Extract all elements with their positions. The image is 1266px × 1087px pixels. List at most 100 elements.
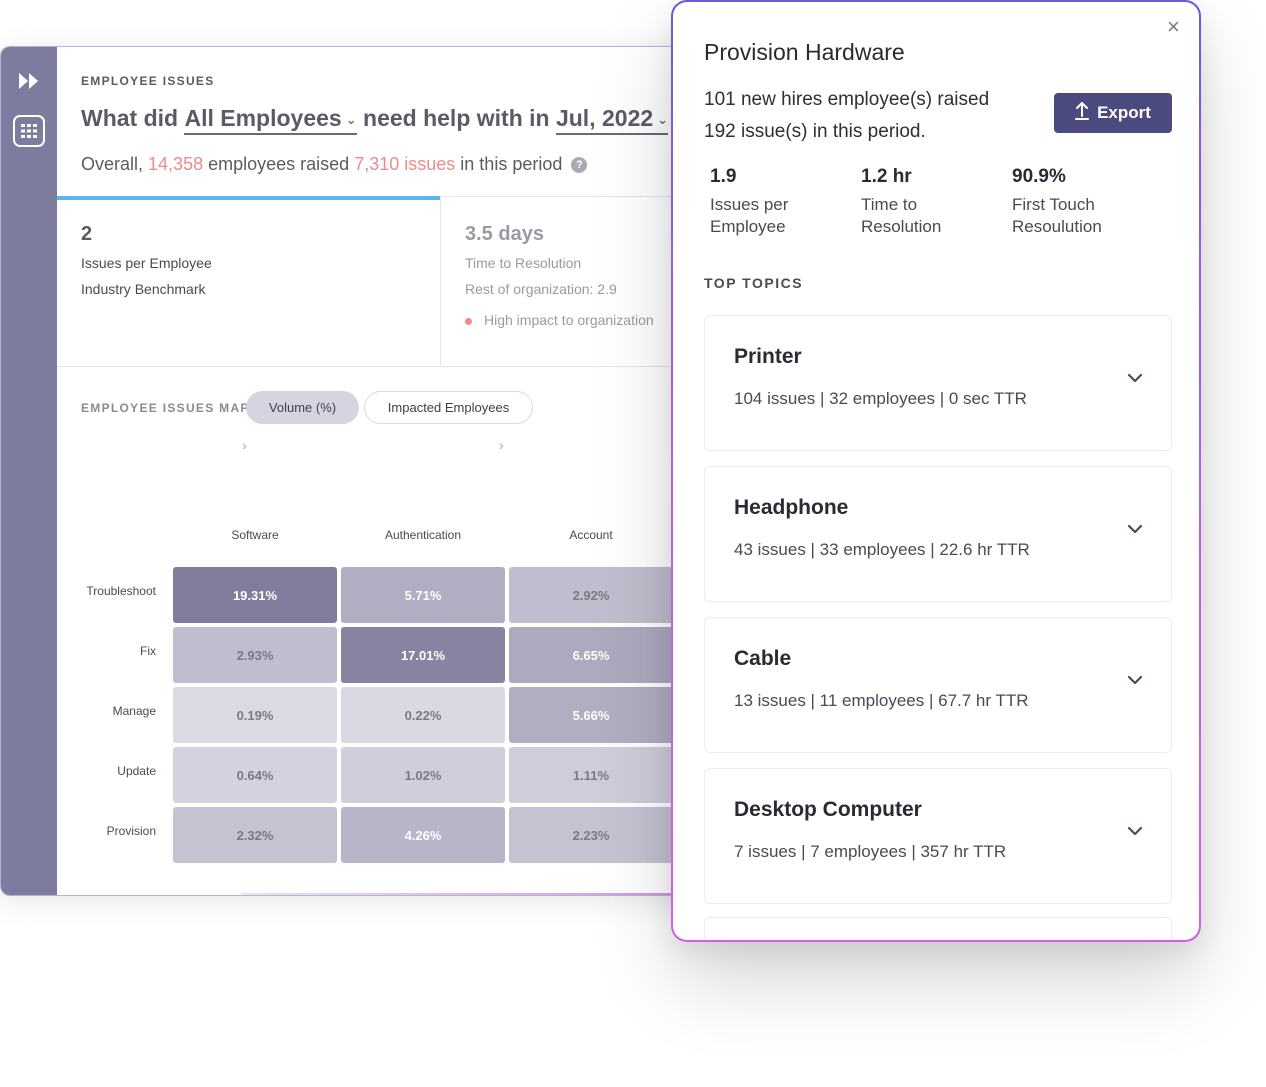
issue-count: 7,310 issues — [354, 154, 456, 174]
topic-meta: 43 issues | 33 employees | 22.6 hr TTR — [734, 540, 1030, 559]
topic-name: Desktop Computer — [734, 798, 922, 821]
topic-card-headphone[interactable]: Headphone 43 issues | 33 employees | 22.… — [704, 466, 1172, 602]
chevron-down-icon[interactable] — [1127, 823, 1143, 841]
heatmap-cell[interactable]: 1.02% — [341, 747, 505, 803]
map-eyebrow: EMPLOYEE ISSUES MAP — [81, 401, 250, 415]
topic-name: Cable — [734, 647, 792, 670]
metric-card-time-to-resolution[interactable]: 3.5 days Time to Resolution Rest of orga… — [441, 197, 699, 366]
stat-value: 1.9 — [710, 166, 737, 187]
topic-name: Headphone — [734, 496, 849, 519]
panel-summary: 101 new hires employee(s) raised 192 iss… — [704, 84, 1024, 148]
topic-card-desktop-computer[interactable]: Desktop Computer 7 issues | 7 employees … — [704, 768, 1172, 904]
chevron-down-icon[interactable] — [1127, 521, 1143, 539]
top-topics-eyebrow: TOP TOPICS — [704, 275, 804, 291]
left-rail — [1, 47, 57, 895]
heatmap-cell[interactable]: 6.65% — [509, 627, 673, 683]
headline-prefix: What did — [81, 105, 179, 131]
heatmap-cell[interactable]: 17.01% — [341, 627, 505, 683]
stat-label: Time to Resolution — [861, 194, 1011, 238]
period-value: Jul, 2022 — [555, 105, 654, 131]
heatmap-cell[interactable]: 2.93% — [173, 627, 337, 683]
heatmap-row-header: Update — [117, 764, 156, 778]
chevron-down-icon: ⌄ — [345, 111, 357, 127]
period-dropdown[interactable]: Jul, 2022 ⌄ — [555, 105, 669, 135]
stat-label-line: First Touch — [1012, 195, 1095, 214]
topic-card-partial[interactable] — [704, 917, 1172, 940]
toggle-volume[interactable]: Volume (%) — [246, 391, 359, 424]
impact-indicator: High impact to organization — [465, 312, 654, 328]
dashboard-main: EMPLOYEE ISSUES What did All Employees ⌄ … — [57, 47, 699, 895]
panel-title: Provision Hardware — [704, 39, 905, 65]
section-eyebrow: EMPLOYEE ISSUES — [81, 74, 215, 88]
heatmap-row-header: Manage — [112, 704, 156, 718]
heatmap-row-header: Provision — [106, 824, 156, 838]
stat-label-line: Resolution — [861, 217, 942, 236]
grid-icon[interactable] — [13, 115, 45, 147]
metrics-row: 2 Issues per Employee Industry Benchmark… — [57, 196, 699, 367]
metric-value: 2 — [81, 223, 93, 245]
heatmap-cell[interactable]: 5.66% — [509, 687, 673, 743]
chevron-down-icon[interactable] — [1127, 370, 1143, 388]
topic-meta: 104 issues | 32 employees | 0 sec TTR — [734, 389, 1027, 408]
heatmap-cell[interactable]: 0.19% — [173, 687, 337, 743]
topic-card-printer[interactable]: Printer 104 issues | 32 employees | 0 se… — [704, 315, 1172, 451]
chevron-right-icon[interactable]: › — [242, 437, 247, 453]
heatmap-cell[interactable]: 2.92% — [509, 567, 673, 623]
heatmap-column-header: Authentication — [384, 528, 462, 542]
stat-value: 90.9% — [1012, 166, 1066, 187]
employee-count: 14,358 — [148, 154, 204, 174]
close-icon[interactable]: × — [1167, 14, 1180, 39]
heatmap-row-header: Fix — [140, 644, 156, 658]
metric-label: Time to Resolution — [465, 255, 582, 271]
headline: What did All Employees ⌄ need help with i… — [81, 105, 689, 135]
topic-meta: 7 issues | 7 employees | 357 hr TTR — [734, 842, 1007, 861]
stat-label-line: Employee — [710, 217, 786, 236]
summary-line: 101 new hires employee(s) raised — [704, 89, 990, 110]
heatmap-cell[interactable]: 5.71% — [341, 567, 505, 623]
heatmap-cell[interactable]: 1.11% — [509, 747, 673, 803]
topic-card-cable[interactable]: Cable 13 issues | 11 employees | 67.7 hr… — [704, 617, 1172, 753]
export-button[interactable]: Export — [1054, 93, 1172, 133]
chevron-down-icon: ⌄ — [657, 111, 669, 127]
expand-icon[interactable] — [13, 65, 45, 97]
help-icon[interactable]: ? — [571, 157, 588, 174]
metric-value: 3.5 days — [465, 223, 544, 245]
heatmap-cell[interactable]: 2.23% — [509, 807, 673, 863]
heatmap-cell[interactable]: 0.22% — [341, 687, 505, 743]
topic-meta: 13 issues | 11 employees | 67.7 hr TTR — [734, 691, 1029, 710]
heatmap-cell[interactable]: 0.64% — [173, 747, 337, 803]
metric-card-issues-per-employee[interactable]: 2 Issues per Employee Industry Benchmark — [57, 196, 441, 366]
provision-hardware-panel: × Provision Hardware 101 new hires emplo… — [671, 0, 1201, 942]
metric-benchmark: Industry Benchmark — [81, 281, 206, 297]
topic-name: Printer — [734, 345, 802, 368]
stat-first-touch-resolution: 90.9% First Touch Resoulution — [1012, 166, 1162, 238]
employee-issues-dashboard: EMPLOYEE ISSUES What did All Employees ⌄ … — [0, 46, 700, 896]
stat-label-line: Time to — [861, 195, 918, 214]
overall-summary: Overall, 14,358 employees raised 7,310 i… — [81, 154, 588, 175]
impact-label: High impact to organization — [484, 312, 654, 328]
heatmap-column-header: Account — [569, 528, 613, 542]
metric-label: Issues per Employee — [81, 255, 212, 271]
overall-middle: employees raised — [208, 154, 350, 174]
heatmap-cell[interactable]: 19.31% — [173, 567, 337, 623]
toggle-impacted-employees[interactable]: Impacted Employees — [364, 391, 533, 424]
stat-value: 1.2 hr — [861, 166, 912, 187]
export-label: Export — [1097, 103, 1151, 122]
stat-issues-per-employee: 1.9 Issues per Employee — [710, 166, 860, 238]
chevron-down-icon[interactable] — [1127, 672, 1143, 690]
headline-middle: need help with in — [363, 105, 550, 131]
summary-line: 192 issue(s) in this period. — [704, 121, 926, 142]
heatmap-column-header: Software — [231, 528, 279, 542]
heatmap-cell[interactable]: 4.26% — [341, 807, 505, 863]
heatmap-cell[interactable]: 2.32% — [173, 807, 337, 863]
chevron-right-icon[interactable]: › — [499, 437, 504, 453]
stat-label: First Touch Resoulution — [1012, 194, 1162, 238]
stat-label: Issues per Employee — [710, 194, 860, 238]
upload-icon — [1075, 101, 1090, 125]
metric-benchmark: Rest of organization: 2.9 — [465, 281, 617, 297]
employee-group-dropdown[interactable]: All Employees ⌄ — [184, 105, 357, 135]
employee-group-value: All Employees — [184, 105, 342, 131]
stat-time-to-resolution: 1.2 hr Time to Resolution — [861, 166, 1011, 238]
overall-suffix: in this period — [460, 154, 563, 174]
heatmap-row-header: Troubleshoot — [86, 584, 156, 598]
